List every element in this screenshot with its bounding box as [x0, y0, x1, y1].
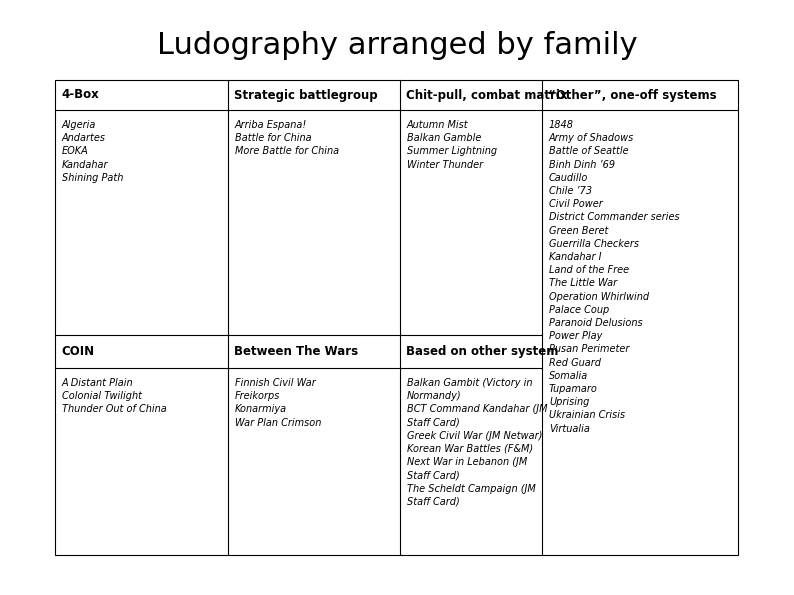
Text: Binh Dinh ’69: Binh Dinh ’69 — [549, 159, 615, 170]
Text: Kandahar I: Kandahar I — [549, 252, 602, 262]
Text: Kandahar: Kandahar — [62, 159, 109, 170]
Text: Balkan Gambit (Victory in: Balkan Gambit (Victory in — [407, 378, 533, 388]
Text: Strategic battlegroup: Strategic battlegroup — [234, 89, 378, 102]
Text: Between The Wars: Between The Wars — [234, 345, 358, 358]
Text: Colonial Twilight: Colonial Twilight — [62, 391, 142, 401]
Text: Based on other system: Based on other system — [406, 345, 558, 358]
Text: Konarmiya: Konarmiya — [235, 405, 287, 414]
Text: Andartes: Andartes — [62, 133, 106, 143]
Text: Autumn Mist: Autumn Mist — [407, 120, 468, 130]
Text: Arriba Espana!: Arriba Espana! — [235, 120, 307, 130]
Text: Army of Shadows: Army of Shadows — [549, 133, 634, 143]
Text: Land of the Free: Land of the Free — [549, 265, 629, 275]
Text: Pusan Perimeter: Pusan Perimeter — [549, 345, 630, 355]
Text: 1848: 1848 — [549, 120, 574, 130]
Bar — [55, 80, 738, 555]
Text: Battle of Seattle: Battle of Seattle — [549, 146, 629, 156]
Text: More Battle for China: More Battle for China — [235, 146, 339, 156]
Text: Shining Path: Shining Path — [62, 173, 123, 183]
Text: Korean War Battles (F&M): Korean War Battles (F&M) — [407, 444, 533, 454]
Text: The Scheldt Campaign (JM: The Scheldt Campaign (JM — [407, 484, 536, 494]
Text: Next War in Lebanon (JM: Next War in Lebanon (JM — [407, 457, 527, 467]
Text: Red Guard: Red Guard — [549, 358, 601, 368]
Text: Chile ’73: Chile ’73 — [549, 186, 592, 196]
Text: Battle for China: Battle for China — [235, 133, 311, 143]
Text: Freikorps: Freikorps — [235, 391, 280, 401]
Text: COIN: COIN — [61, 345, 94, 358]
Text: Palace Coup: Palace Coup — [549, 305, 609, 315]
Text: A Distant Plain: A Distant Plain — [62, 378, 133, 388]
Text: BCT Command Kandahar (JM: BCT Command Kandahar (JM — [407, 405, 548, 414]
Text: Virtualia: Virtualia — [549, 424, 590, 434]
Text: Power Play: Power Play — [549, 331, 603, 341]
Text: “Other”, one-off systems: “Other”, one-off systems — [548, 89, 717, 102]
Text: Uprising: Uprising — [549, 397, 589, 407]
Text: Winter Thunder: Winter Thunder — [407, 159, 483, 170]
Text: Thunder Out of China: Thunder Out of China — [62, 405, 167, 414]
Text: Tupamaro: Tupamaro — [549, 384, 598, 394]
Text: Staff Card): Staff Card) — [407, 471, 460, 480]
Text: Caudillo: Caudillo — [549, 173, 588, 183]
Text: Balkan Gamble: Balkan Gamble — [407, 133, 481, 143]
Text: Operation Whirlwind: Operation Whirlwind — [549, 292, 649, 302]
Text: Chit-pull, combat matrix: Chit-pull, combat matrix — [406, 89, 568, 102]
Text: Somalia: Somalia — [549, 371, 588, 381]
Text: Civil Power: Civil Power — [549, 199, 603, 209]
Text: Greek Civil War (JM Netwar): Greek Civil War (JM Netwar) — [407, 431, 542, 441]
Text: District Commander series: District Commander series — [549, 212, 680, 223]
Text: War Plan Crimson: War Plan Crimson — [235, 418, 322, 428]
Text: Green Beret: Green Beret — [549, 226, 608, 236]
Text: Ludography arranged by family: Ludography arranged by family — [156, 30, 638, 60]
Text: Staff Card): Staff Card) — [407, 497, 460, 507]
Text: Summer Lightning: Summer Lightning — [407, 146, 497, 156]
Text: Staff Card): Staff Card) — [407, 418, 460, 428]
Text: The Little War: The Little War — [549, 278, 617, 289]
Text: Finnish Civil War: Finnish Civil War — [235, 378, 316, 388]
Text: Ukrainian Crisis: Ukrainian Crisis — [549, 411, 625, 421]
Text: Algeria: Algeria — [62, 120, 96, 130]
Text: Paranoid Delusions: Paranoid Delusions — [549, 318, 642, 328]
Text: 4-Box: 4-Box — [61, 89, 98, 102]
Text: EOKA: EOKA — [62, 146, 89, 156]
Text: Normandy): Normandy) — [407, 391, 461, 401]
Text: Guerrilla Checkers: Guerrilla Checkers — [549, 239, 639, 249]
